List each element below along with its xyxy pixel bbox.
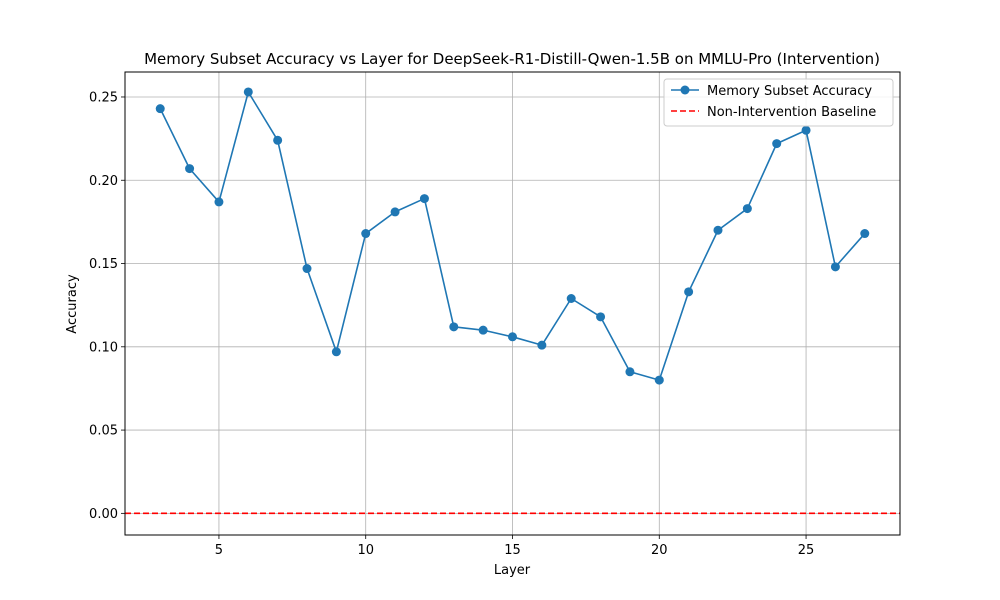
data-point bbox=[508, 332, 517, 342]
data-point bbox=[273, 135, 283, 145]
data-point bbox=[419, 194, 429, 204]
data-point bbox=[830, 262, 840, 272]
y-tick-label: 0.25 bbox=[89, 90, 118, 105]
x-tick-label: 15 bbox=[504, 543, 521, 558]
data-point bbox=[331, 347, 341, 357]
legend-label-non-intervention-baseline: Non-Intervention Baseline bbox=[707, 105, 876, 120]
y-tick-label: 0.10 bbox=[89, 340, 118, 355]
data-point bbox=[625, 367, 635, 377]
y-tick-label: 0.20 bbox=[89, 174, 118, 189]
y-tick-label: 0.05 bbox=[89, 424, 118, 439]
legend-box bbox=[663, 78, 894, 127]
data-point bbox=[596, 312, 606, 322]
x-tick-label: 5 bbox=[215, 543, 223, 558]
y-axis-label: Accuracy bbox=[65, 274, 80, 334]
x-tick-label: 20 bbox=[651, 543, 668, 558]
data-point bbox=[214, 197, 224, 207]
legend-label-memory-subset-accuracy: Memory Subset Accuracy bbox=[707, 84, 872, 99]
data-point bbox=[302, 264, 312, 274]
x-axis-label: Layer bbox=[494, 563, 531, 578]
series-layer bbox=[155, 87, 870, 385]
legend: Memory Subset Accuracy Non-Intervention … bbox=[663, 78, 894, 127]
data-point bbox=[155, 104, 165, 114]
data-point bbox=[713, 225, 723, 235]
data-point bbox=[654, 375, 664, 385]
data-point bbox=[243, 87, 253, 97]
data-point bbox=[860, 229, 870, 239]
data-point bbox=[566, 294, 576, 304]
data-point bbox=[684, 287, 694, 297]
data-point bbox=[537, 340, 547, 350]
data-point bbox=[772, 139, 782, 149]
x-axis-ticks: 5 10 15 20 25 bbox=[215, 535, 815, 558]
data-point bbox=[185, 164, 195, 174]
x-tick-label: 25 bbox=[798, 543, 815, 558]
data-point bbox=[390, 207, 400, 217]
data-point bbox=[478, 325, 488, 335]
legend-marker-memory-subset-accuracy bbox=[680, 85, 690, 95]
y-axis-ticks: 0.00 0.05 0.10 0.15 0.20 0.25 bbox=[89, 90, 125, 522]
data-point bbox=[801, 125, 811, 135]
data-point bbox=[449, 322, 459, 332]
data-point bbox=[742, 204, 752, 214]
x-tick-label: 10 bbox=[357, 543, 374, 558]
chart-title: Memory Subset Accuracy vs Layer for Deep… bbox=[144, 50, 880, 68]
data-point bbox=[361, 229, 371, 239]
y-tick-label: 0.15 bbox=[89, 257, 118, 272]
y-tick-label: 0.00 bbox=[89, 507, 118, 522]
